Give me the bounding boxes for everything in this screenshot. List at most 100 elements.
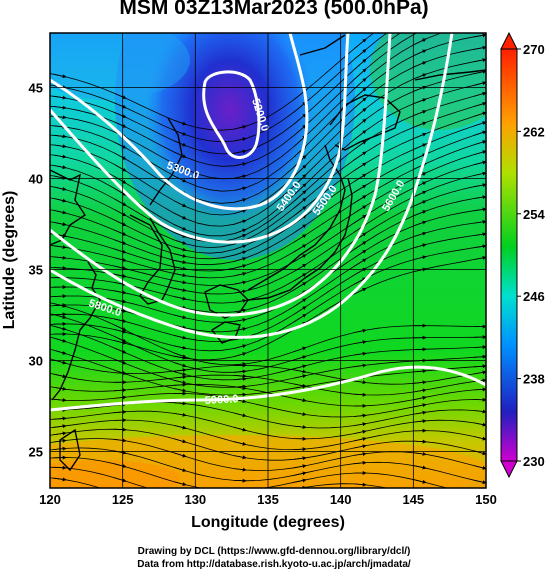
wind-arrow xyxy=(173,224,187,231)
wind-arrow xyxy=(293,263,307,272)
colorbar-tick-label: 262 xyxy=(523,124,545,139)
wind-arrow xyxy=(294,505,306,506)
wind-arrow xyxy=(233,198,247,203)
wind-arrow xyxy=(413,231,427,237)
wind-arrow xyxy=(233,392,247,397)
wind-arrow xyxy=(233,426,247,432)
wind-arrow xyxy=(413,380,427,385)
wind-arrow xyxy=(293,456,307,461)
wind-arrow xyxy=(233,256,247,262)
wind-arrow xyxy=(293,244,307,253)
plot-frame xyxy=(49,32,487,489)
wind-arrow xyxy=(293,369,307,374)
wind-arrow xyxy=(473,101,486,107)
wind-arrow xyxy=(233,318,247,322)
wind-arrow xyxy=(233,186,247,191)
wind-arrow xyxy=(113,290,127,295)
wind-arrow xyxy=(473,130,486,136)
wind-arrow xyxy=(353,392,367,397)
wind-arrow xyxy=(353,328,367,333)
wind-arrow xyxy=(473,171,486,176)
wind-arrow xyxy=(293,383,307,388)
wind-arrow xyxy=(113,324,127,331)
wind-arrow xyxy=(473,121,486,127)
wind-arrow xyxy=(173,345,187,350)
streamline xyxy=(50,33,388,143)
wind-arrow xyxy=(353,48,367,60)
wind-arrow xyxy=(474,22,486,24)
wind-arrow xyxy=(233,412,247,418)
wind-arrow xyxy=(113,427,127,432)
wind-arrow xyxy=(233,369,247,374)
wind-arrow xyxy=(413,388,427,393)
wind-arrow xyxy=(413,200,427,207)
wind-arrow xyxy=(473,140,486,146)
wind-arrow xyxy=(233,219,247,225)
wind-arrow xyxy=(114,521,126,524)
credit-data-source: Data from http://database.rish.kyoto-u.a… xyxy=(137,559,411,570)
wind-arrow xyxy=(113,282,127,287)
colorbar-tick-label: 238 xyxy=(523,372,545,387)
coastlines xyxy=(50,34,486,472)
wind-arrow xyxy=(473,183,486,188)
wind-arrow xyxy=(293,364,307,370)
wind-arrow xyxy=(413,98,427,104)
wind-arrow xyxy=(173,266,187,271)
wind-arrow xyxy=(53,431,67,436)
wind-arrow xyxy=(173,273,187,278)
wind-arrow xyxy=(173,368,187,373)
wind-arrow xyxy=(473,354,486,359)
wind-arrow xyxy=(53,73,67,79)
wind-arrow xyxy=(53,373,67,379)
wind-arrow xyxy=(353,118,367,130)
wind-arrow xyxy=(173,246,187,252)
wind-arrow xyxy=(53,144,67,149)
wind-arrow xyxy=(113,248,127,254)
wind-streamlines xyxy=(50,22,486,524)
wind-arrow xyxy=(293,101,307,113)
wind-arrow xyxy=(354,510,366,512)
colorbar-tick-label: 270 xyxy=(523,42,545,57)
wind-arrow xyxy=(53,465,67,470)
wind-arrow xyxy=(53,198,67,203)
wind-arrow xyxy=(113,329,127,334)
wind-arrow xyxy=(173,382,187,387)
wind-arrow xyxy=(113,219,127,226)
wind-arrow xyxy=(113,340,127,345)
wind-arrow xyxy=(173,324,187,330)
y-tick-labels: 25 30 35 40 45 xyxy=(29,81,43,460)
wind-arrow xyxy=(293,124,307,136)
colorbar-tick-label: 254 xyxy=(523,207,545,222)
wind-arrow xyxy=(293,113,307,125)
wind-arrow xyxy=(353,107,367,119)
wind-arrow xyxy=(293,183,307,196)
y-axis-label: Latitude (degrees) xyxy=(1,191,18,330)
wind-arrow xyxy=(233,280,247,285)
wind-arrow xyxy=(53,325,67,331)
wind-arrow xyxy=(353,277,367,285)
credit-dcl: Drawing by DCL (https://www.gfd-dennou.o… xyxy=(137,546,411,557)
wind-arrow xyxy=(113,308,127,313)
wind-arrow xyxy=(293,306,307,315)
wind-arrow xyxy=(233,441,247,446)
wind-arrow xyxy=(293,398,307,403)
wind-arrow xyxy=(173,232,187,238)
wind-arrow xyxy=(53,165,67,170)
wind-arrow xyxy=(473,436,486,441)
wind-arrow xyxy=(353,151,367,161)
wind-arrow xyxy=(413,153,427,160)
streamline xyxy=(50,466,389,488)
wind-arrow xyxy=(233,327,247,332)
wind-arrow xyxy=(113,208,127,217)
wind-arrow xyxy=(293,447,307,452)
wind-arrow xyxy=(113,198,127,206)
wind-arrow xyxy=(233,162,247,167)
wind-arrow xyxy=(353,205,367,214)
wind-arrow xyxy=(53,314,67,319)
wind-arrow xyxy=(233,228,247,235)
wind-arrow xyxy=(413,410,427,415)
wind-arrow xyxy=(53,222,67,227)
wind-arrow xyxy=(233,455,247,460)
wind-arrow xyxy=(413,121,427,128)
